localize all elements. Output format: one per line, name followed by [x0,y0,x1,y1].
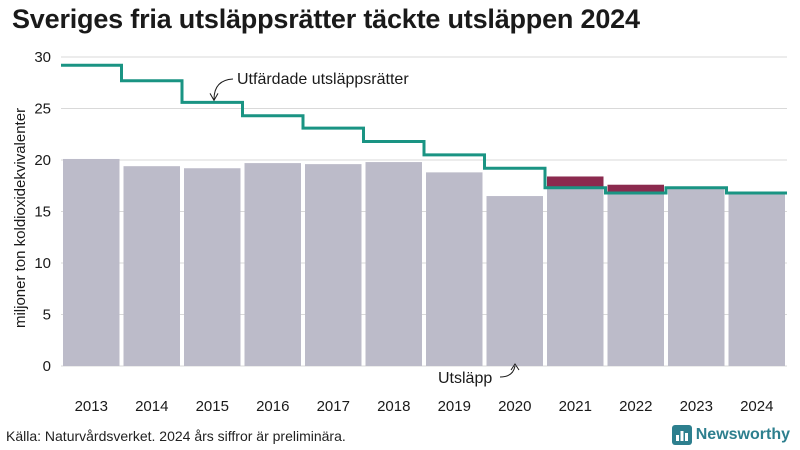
x-tick-label: 2017 [317,398,350,415]
x-tick-label: 2013 [75,398,108,415]
emission-bar [486,196,543,366]
emission-bar [123,166,180,366]
x-tick-label: 2020 [498,398,531,415]
x-axis-ticks: 2013 2014 2015 2016 2017 2018 2019 2020 2021 2022… [75,398,774,415]
y-tick-label: 10 [34,255,51,272]
x-tick-label: 2014 [135,398,168,415]
excess-emission-bar [607,184,664,193]
emission-bar [728,193,785,366]
emission-bar [607,192,664,366]
allowance-line [61,63,787,195]
newsworthy-logo-icon [671,425,692,445]
emission-bar [305,164,362,366]
x-tick-label: 2023 [680,398,713,415]
allowance-line-group [61,63,787,195]
emission-bar [184,168,241,366]
excess-emission-bar [547,176,604,188]
x-tick-label: 2022 [619,398,652,415]
x-tick-label: 2024 [740,398,773,415]
annotation-arrow [499,365,516,378]
x-tick-label: 2021 [559,398,592,415]
y-tick-label: 5 [43,307,51,324]
y-tick-label: 30 [34,49,51,66]
annotation-allowances: Utfärdade utsläppsrätter [237,71,409,88]
x-tick-label: 2018 [377,398,410,415]
emission-bar [63,158,120,366]
y-tick-label: 0 [43,358,51,375]
annotation-arrow [213,78,234,100]
brand-logo: Newsworthy [671,425,790,445]
emission-bar [365,162,422,366]
emission-bar [244,163,301,366]
annotation-arrowhead [209,93,219,102]
y-tick-label: 25 [34,101,51,118]
x-tick-label: 2019 [438,398,471,415]
y-tick-label: 20 [34,152,51,169]
annotation-arrowhead [510,363,520,371]
chart-title: Sveriges fria utsläppsrätter täckte utsl… [12,4,640,34]
x-tick-label: 2015 [196,398,229,415]
emission-bar [426,172,483,366]
source-note: Källa: Naturvårdsverket. 2024 års siffro… [6,428,346,444]
annotations: Utfärdade utsläppsrätter Utsläpp [209,71,520,387]
y-axis-label: miljoner ton koldioxidekvivalenter [12,108,29,328]
emission-bar [668,188,725,366]
y-axis-ticks: 0 5 10 15 20 25 30 [34,49,51,375]
y-tick-label: 15 [34,204,51,221]
emission-bar [547,187,604,366]
annotation-emissions: Utsläpp [438,370,492,387]
x-tick-label: 2016 [256,398,289,415]
grid-lines [61,56,787,367]
brand-name: Newsworthy [695,426,790,443]
emission-bars [63,158,785,366]
